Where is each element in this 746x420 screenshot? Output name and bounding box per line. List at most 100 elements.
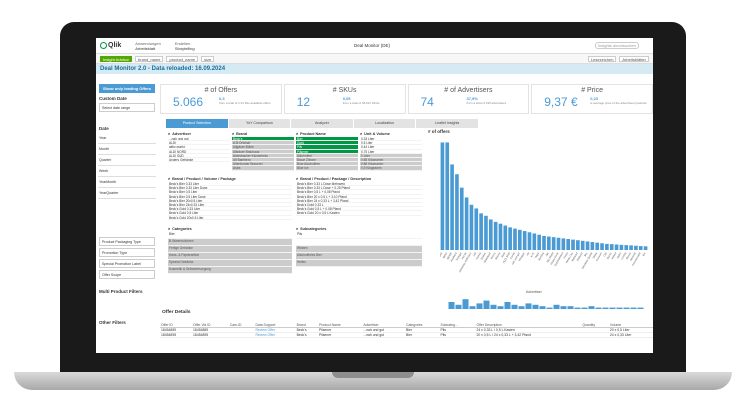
selection-tag-size[interactable]: size: [201, 55, 215, 62]
list-item[interactable]: Beck's Gold 0,5 Liter: [168, 211, 292, 216]
chart-bar[interactable]: [629, 245, 633, 250]
chart-bar[interactable]: [479, 213, 483, 250]
nav-analyse[interactable]: Anwendungen Arbeitsblatt: [135, 40, 161, 51]
chart-bar[interactable]: [580, 240, 585, 250]
list-item[interactable]: Pilsener: [296, 149, 358, 154]
list-item[interactable]: Fertige Getränke: [168, 246, 292, 253]
list-item[interactable]: Beck's: [232, 137, 294, 142]
chart-bar[interactable]: [445, 142, 450, 250]
list-item[interactable]: Beck's Bier 0,33 L Dose + 0,25 Pfand: [296, 186, 422, 191]
list-item[interactable]: Pils: [296, 145, 358, 150]
column-header[interactable]: Advertiser: [362, 318, 405, 328]
list-item[interactable]: Beck's Bier 0,5 L + 0,08 Pfand: [296, 190, 422, 195]
chart-bar[interactable]: [503, 225, 508, 250]
chart-bar[interactable]: [474, 208, 479, 250]
date-yearmonth[interactable]: YearMonth: [98, 177, 156, 188]
list-item[interactable]: Helles: [296, 260, 422, 267]
list-item[interactable]: Allgäuer Brauhaus: [232, 149, 294, 154]
insight-advisor-button[interactable]: Insight Advisor: [100, 55, 133, 62]
chart-bar[interactable]: [605, 243, 609, 250]
chart-bar[interactable]: [488, 219, 493, 250]
tab-yoy-comparison[interactable]: YoY Comparison: [228, 119, 291, 128]
chart-bar[interactable]: [522, 231, 527, 250]
multi-product-filters-header[interactable]: Multi Product Filters: [99, 289, 143, 294]
list-item[interactable]: 0,85 Kilogramm: [360, 157, 422, 163]
search-icon[interactable]: ⌕: [296, 132, 299, 136]
chart-bar[interactable]: [484, 215, 488, 250]
column-header[interactable]: Data Support: [254, 318, 296, 328]
search-icon[interactable]: ⌕: [296, 227, 299, 231]
chart-bar[interactable]: [600, 243, 604, 250]
tab-product-selection[interactable]: Product Selection: [166, 119, 228, 128]
chart-bar[interactable]: [561, 238, 566, 250]
list-item[interactable]: Kosmetik & Selbstversorgung: [168, 267, 292, 274]
list-item[interactable]: Beck's Bier 20 x 0,5 L + 3,10 Pfand: [296, 195, 422, 199]
list-item[interactable]: A.B.Original: [232, 141, 294, 146]
tab-analyzer[interactable]: Analyzer: [291, 119, 353, 128]
chart-bar[interactable]: [595, 242, 600, 250]
list-item[interactable]: Alkoholfrei: [296, 153, 358, 158]
filter-special-promotion[interactable]: Special Promotion Label: [99, 259, 155, 268]
bookmarks-button[interactable]: Lesezeichen: [587, 55, 617, 62]
chart-bar[interactable]: [527, 232, 532, 250]
list-item[interactable]: 1 Liter: [360, 153, 422, 158]
list-item[interactable]: [296, 239, 422, 246]
column-header[interactable]: Offer ID: [160, 318, 193, 328]
other-filters-header[interactable]: Other Filters: [99, 320, 126, 325]
list-item[interactable]: 0,44 Liter: [360, 145, 422, 150]
list-item[interactable]: Beck's Gold 20 x 0,5 L Kasten: [296, 211, 422, 216]
chart-bar[interactable]: [493, 221, 498, 250]
list-item[interactable]: Blue Ice: [296, 166, 358, 171]
chart-bar[interactable]: [464, 197, 469, 250]
column-header[interactable]: Cam-ID: [228, 318, 255, 328]
chart-bar[interactable]: [440, 142, 445, 250]
chart-bar[interactable]: [551, 237, 556, 250]
list-item[interactable]: Beck's Bier 24x0,33 Liter: [168, 203, 292, 208]
list-item[interactable]: Beck's Bier 0,5 Liter: [168, 190, 292, 195]
table-cell[interactable]: Review Offer: [254, 327, 296, 333]
list-item[interactable]: Allgäuer Büble: [232, 145, 294, 150]
list-item[interactable]: 0,5 Liter: [360, 141, 422, 146]
list-item[interactable]: Beck's Bier 0,33 Liter: [168, 182, 292, 187]
column-header[interactable]: Volume: [608, 318, 653, 328]
list-item[interactable]: Beck's Bier 0,5 Liter Dose: [168, 195, 292, 199]
date-year[interactable]: Year: [98, 133, 156, 144]
search-input[interactable]: Insights durchsuchen: [595, 42, 639, 49]
list-item[interactable]: Beck's Bier 20x0,5 Liter: [168, 199, 292, 203]
chart-bar[interactable]: [517, 229, 522, 250]
chart-bar[interactable]: [619, 244, 624, 250]
date-quarter[interactable]: Quarter: [98, 155, 156, 166]
column-header[interactable]: Subcateg...: [439, 318, 476, 328]
nav-narrate[interactable]: Erstellen Storytelling: [174, 40, 195, 51]
list-item[interactable]: Beck's Gold 20x0,5 Liter: [168, 216, 292, 220]
list-item[interactable]: B-Warenvolumen: [168, 239, 292, 246]
chart-bar[interactable]: [532, 233, 537, 251]
search-icon[interactable]: ⌕: [360, 132, 363, 136]
list-item[interactable]: Blaue Zitrone: [296, 157, 358, 163]
list-item[interactable]: Beck's Bier 0,33 L Dose Mehrweg: [296, 182, 422, 187]
chart-bar[interactable]: [590, 242, 595, 250]
list-item[interactable]: Astra: [232, 166, 294, 171]
search-icon[interactable]: ⌕: [232, 132, 235, 136]
table-row[interactable]: 18454889 18454889 Review Offer Beck's Pilsen…: [160, 327, 653, 333]
search-icon[interactable]: ⌕: [168, 227, 171, 231]
date-range-select[interactable]: Select date range: [99, 103, 155, 112]
list-item[interactable]: ALDI SÜD: [168, 154, 230, 158]
chart-bar[interactable]: [542, 235, 546, 250]
filter-packaging-type[interactable]: Product Packaging Type: [99, 237, 155, 246]
list-item[interactable]: 0,88 Kilogramm: [360, 162, 422, 167]
list-item[interactable]: Altenburger Brauerei: [232, 162, 294, 167]
list-item[interactable]: ALDI NORD: [168, 150, 230, 154]
chart-bar[interactable]: [469, 204, 474, 250]
date-yearquarter[interactable]: YearQuarter: [98, 188, 156, 199]
chart-bar[interactable]: [638, 246, 643, 250]
tab-localization[interactable]: Localization: [353, 119, 416, 128]
list-item[interactable]: Alkoholfreies Bier: [296, 253, 422, 260]
chart-bar[interactable]: [455, 174, 459, 250]
list-item[interactable]: Bier: [296, 137, 358, 142]
selection-tag-brand[interactable]: brand_name: [135, 55, 164, 62]
list-item[interactable]: Gold: [296, 141, 358, 146]
list-item[interactable]: 0,9 Kilogramm: [360, 166, 422, 171]
list-item[interactable]: Bier: [168, 232, 292, 239]
qlik-logo[interactable]: Qlik: [100, 42, 121, 49]
